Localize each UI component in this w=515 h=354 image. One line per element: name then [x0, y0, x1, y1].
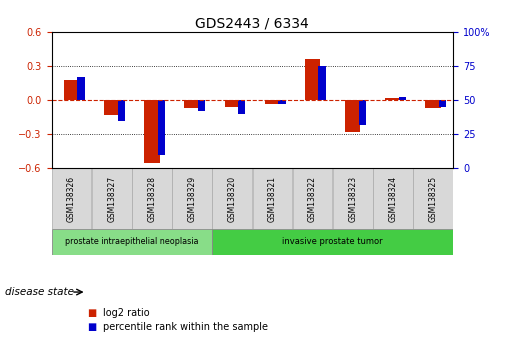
Text: ■: ■ [88, 322, 97, 332]
Bar [64, 80, 79, 100]
Bar [373, 169, 413, 229]
Bar [425, 100, 441, 108]
Bar [212, 229, 453, 255]
Text: percentile rank within the sample: percentile rank within the sample [103, 322, 268, 332]
Text: GSM138324: GSM138324 [388, 176, 398, 222]
Bar [104, 100, 119, 115]
Bar [345, 100, 360, 132]
Bar [212, 169, 252, 229]
Bar [265, 100, 280, 104]
Bar [318, 66, 325, 100]
Text: log2 ratio: log2 ratio [103, 308, 150, 318]
Bar [184, 100, 200, 108]
Text: GSM138329: GSM138329 [187, 176, 197, 222]
Text: GSM138327: GSM138327 [107, 176, 116, 222]
Text: disease state: disease state [5, 287, 74, 297]
Bar [52, 229, 212, 255]
Text: GSM138326: GSM138326 [67, 176, 76, 222]
Bar [144, 100, 160, 163]
Bar [252, 169, 293, 229]
Bar [198, 100, 205, 111]
Bar [333, 169, 373, 229]
Bar [413, 169, 453, 229]
Bar [238, 100, 245, 114]
Bar [158, 100, 165, 155]
Text: ■: ■ [88, 308, 97, 318]
Text: GSM138321: GSM138321 [268, 176, 277, 222]
Bar [117, 100, 125, 121]
Bar [132, 169, 172, 229]
Text: GSM138325: GSM138325 [428, 176, 438, 222]
Bar [77, 77, 84, 100]
Text: GSM138322: GSM138322 [308, 176, 317, 222]
Bar [358, 100, 366, 125]
Bar [92, 169, 132, 229]
Bar [225, 100, 240, 107]
Text: invasive prostate tumor: invasive prostate tumor [282, 238, 383, 246]
Text: GSM138320: GSM138320 [228, 176, 237, 222]
Bar [293, 169, 333, 229]
Bar [305, 59, 320, 100]
Text: GSM138323: GSM138323 [348, 176, 357, 222]
Bar [439, 100, 446, 107]
Title: GDS2443 / 6334: GDS2443 / 6334 [196, 17, 309, 31]
Text: GSM138328: GSM138328 [147, 176, 157, 222]
Bar [399, 97, 406, 100]
Text: prostate intraepithelial neoplasia: prostate intraepithelial neoplasia [65, 238, 199, 246]
Bar [52, 169, 92, 229]
Bar [278, 100, 285, 104]
Bar [172, 169, 212, 229]
Bar [385, 98, 401, 100]
